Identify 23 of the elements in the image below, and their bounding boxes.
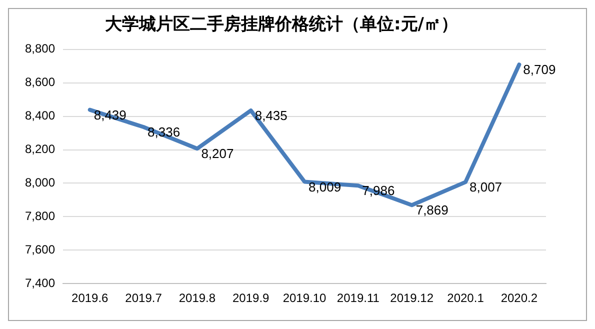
chart-title: 大学城片区二手房挂牌价格统计（单位:元/㎡） (104, 14, 458, 35)
y-tick-label: 7,800 (25, 209, 56, 223)
y-tick-label: 8,200 (25, 142, 56, 156)
y-tick-label: 8,800 (25, 42, 56, 56)
data-label: 7,869 (416, 202, 448, 218)
data-label: 8,435 (254, 108, 288, 124)
y-tick-label: 7,600 (25, 242, 56, 256)
x-tick-label: 2019.7 (125, 291, 162, 306)
x-tick-label: 2019.10 (282, 291, 327, 306)
x-tick-label: 2019.9 (232, 291, 270, 306)
x-tick-label: 2020.1 (447, 291, 484, 306)
data-label: 8,709 (523, 62, 556, 78)
x-tick-label: 2019.8 (178, 291, 216, 306)
y-tick-label: 8,400 (25, 108, 56, 123)
x-tick-label: 2019.12 (390, 291, 434, 306)
y-tick-label: 7,400 (25, 276, 56, 290)
data-label: 8,207 (201, 146, 234, 162)
data-label: 8,007 (470, 180, 502, 195)
y-tick-label: 8,000 (25, 176, 56, 190)
x-tick-label: 2019.11 (336, 291, 380, 306)
x-tick-label: 2019.6 (72, 291, 109, 306)
x-tick-label: 2020.2 (500, 291, 538, 306)
y-tick-label: 8,600 (25, 75, 56, 90)
